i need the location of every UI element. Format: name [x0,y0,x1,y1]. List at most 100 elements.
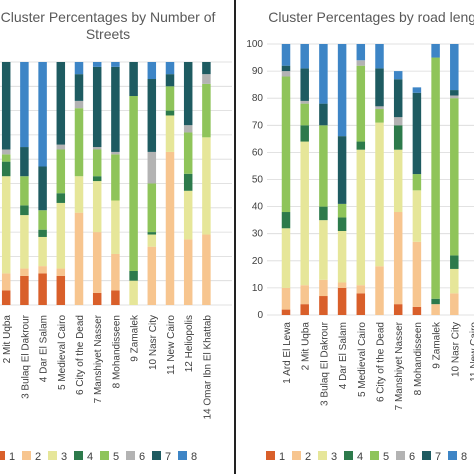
bar-segment-5 [74,108,84,177]
bar-segment-8 [165,62,175,75]
bar-segment-3 [319,220,328,280]
bar-segment-2 [375,266,384,315]
bar-segment-3 [74,176,84,213]
category-label: 5 Medieval Cairo [357,322,368,397]
category-label: 6 City of the Dead [75,315,86,395]
bar-segment-8 [375,44,384,69]
bar-segment-8 [20,62,29,148]
bar-segment-5 [202,83,211,138]
bar-segment-8 [111,62,120,67]
legend-swatch-8 [178,451,187,460]
bar-segment-8 [300,44,309,69]
bar-segment-3 [38,236,47,267]
bar-segment-2 [20,268,29,276]
category-label: 2 Mit Uqba [2,315,13,364]
bar-segment-6 [202,74,211,84]
category-label: 2 Mit Uqba [301,322,312,371]
category-label: 12 Heliopolis [184,315,195,372]
bar-segment-1 [393,304,403,315]
bar-segment-4 [165,110,175,116]
bar-segment-3 [412,190,422,242]
bar-segment-8 [393,71,403,80]
category-label: 3 Bulaq El Dakrour [319,321,330,406]
bar-segment-5 [375,109,384,123]
legend-label: 6 [409,451,415,463]
legend-label: 4 [357,451,363,463]
category-label: 9 Zamalek [130,314,141,362]
bar-segment-2 [393,212,403,305]
category-label: 6 City of the Dead [376,322,387,402]
bar-segment-7 [375,68,384,107]
bar-segment-7 [111,66,120,152]
category-label: 8 Mohandisseen [413,322,424,395]
bar-segment-4 [356,141,366,150]
bar-segment-6 [450,95,459,99]
bar-segment-4 [38,229,47,237]
bar-segment-2 [431,304,440,315]
bar-segment-3 [393,149,403,213]
y-tick-label: 0 [257,310,263,321]
bar-segment-6 [74,100,84,109]
chart-title: Cluster Percentages by road length [268,9,474,25]
bar-segment-3 [450,268,459,294]
y-tick-label: 80 [252,93,264,104]
bar-segment-2 [337,282,347,288]
bar-segment-3 [337,230,347,283]
bar-segment-4 [450,255,459,269]
y-tick-label: 70 [252,120,264,131]
bar-segment-7 [165,74,175,87]
bar-segment-4 [300,125,309,142]
category-label: 4 Dar El Salam [338,322,349,389]
bar-segment-1 [319,296,328,315]
category-label: 11 New Cairo [166,315,177,375]
bar-segment-3 [129,280,138,305]
bar-segment-5 [300,103,309,126]
legend-swatch-1 [266,451,275,460]
bar-segment-5 [450,98,459,256]
bar-segment-2 [281,287,291,310]
bar-segment-4 [319,206,328,221]
bar-segment-8 [74,62,84,75]
bar-segment-1 [38,273,47,305]
bar-segment-2 [356,285,366,294]
bar-segment-2 [450,293,459,315]
bar-segment-3 [20,215,29,269]
bar-segment-7 [74,74,84,101]
legend-label: 2 [305,451,311,463]
bar-segment-6 [300,100,309,104]
bar-segment-6 [281,71,291,77]
bar-segment-2 [111,253,120,291]
legend-swatch-2 [22,451,31,460]
y-tick-label: 40 [252,202,264,213]
bar-segment-6 [147,151,157,184]
bar-segment-3 [56,202,66,269]
legend-label: 8 [191,451,197,463]
bar-segment-4 [281,212,291,229]
bar-segment-8 [450,44,459,91]
legend-label: 7 [165,451,171,463]
bar-segment-2 [1,273,11,291]
bar-segment-7 [1,62,11,150]
bar-segment-3 [202,137,211,235]
legend-swatch-8 [448,451,457,460]
y-tick-label: 50 [252,175,264,186]
bar-segment-8 [431,44,440,58]
category-label: 4 Dar El Salam [39,315,50,382]
category-label: 14 Omar Ibn El Khattab [202,315,213,420]
bar-segment-4 [393,125,403,150]
bar-segment-5 [183,132,193,174]
bar-segment-3 [165,115,175,152]
legend-swatch-3 [318,451,327,460]
bar-segment-3 [92,181,102,233]
bar-segment-6 [393,117,403,126]
y-tick-label: 10 [252,283,264,294]
bar-segment-1 [1,290,11,305]
bar-segment-1 [300,304,309,315]
bar-segment-5 [56,149,66,194]
category-label: 8 Mohandisseen [111,315,122,388]
legend-label: 1 [279,451,285,463]
bar-segment-5 [147,183,157,233]
legend-swatch-4 [74,451,83,460]
bar-segment-4 [20,205,29,216]
bar-segment-7 [412,92,422,175]
